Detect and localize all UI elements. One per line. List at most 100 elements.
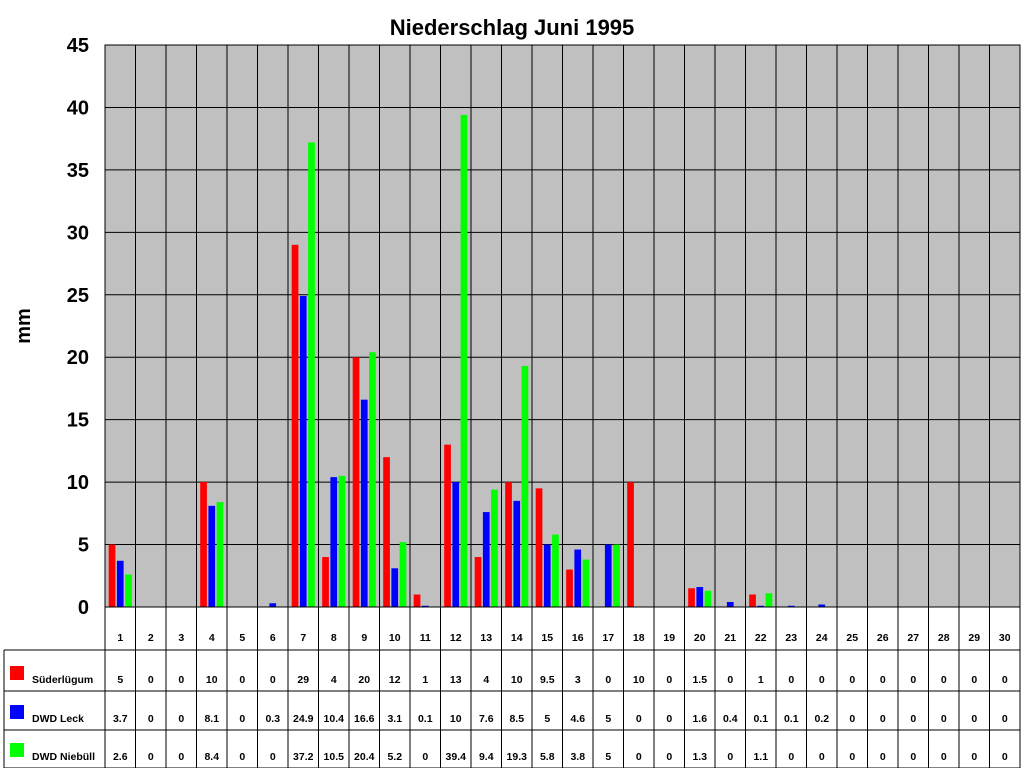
data-label: 0 <box>178 751 184 763</box>
bar <box>582 559 590 607</box>
data-label: 2.6 <box>113 751 128 763</box>
data-label: 0 <box>239 713 245 725</box>
bar <box>200 482 207 607</box>
data-label: 12 <box>389 674 401 686</box>
bar <box>269 603 277 607</box>
bar <box>505 482 512 607</box>
x-tick-label: 17 <box>602 632 614 644</box>
bar <box>216 502 224 607</box>
chart-title: Niederschlag Juni 1995 <box>390 15 635 40</box>
legend-swatch <box>10 666 24 680</box>
bar <box>460 114 468 607</box>
x-tick-label: 23 <box>785 632 797 644</box>
data-label: 10 <box>206 674 218 686</box>
bar <box>627 482 634 607</box>
x-tick-label: 26 <box>877 632 889 644</box>
data-label: 0 <box>880 674 886 686</box>
bar <box>749 594 756 607</box>
x-tick-label: 5 <box>239 632 245 644</box>
data-label: 0 <box>666 713 672 725</box>
y-tick-label: 45 <box>67 35 89 57</box>
data-label: 10.5 <box>324 751 345 763</box>
bar <box>399 542 407 607</box>
data-label: 0 <box>148 674 154 686</box>
legend-swatch <box>10 705 24 719</box>
x-tick-label: 4 <box>209 632 215 644</box>
data-label: 5.8 <box>540 751 555 763</box>
data-label: 8.4 <box>204 751 219 763</box>
data-label: 0 <box>849 751 855 763</box>
y-tick-label: 10 <box>67 472 89 494</box>
y-tick-label: 35 <box>67 160 89 182</box>
x-tick-label: 24 <box>816 632 828 644</box>
data-label: 4 <box>331 674 337 686</box>
data-label: 1.5 <box>692 674 707 686</box>
data-label: 0 <box>849 713 855 725</box>
bar <box>604 544 612 607</box>
bar <box>116 560 124 607</box>
data-label: 3.1 <box>387 713 402 725</box>
data-label: 0 <box>1002 713 1008 725</box>
data-label: 19.3 <box>507 751 528 763</box>
bar <box>757 605 765 607</box>
data-label: 0 <box>819 674 825 686</box>
legend-label: DWD Leck <box>32 713 84 725</box>
bar <box>391 568 399 607</box>
x-tick-label: 19 <box>663 632 675 644</box>
bar <box>383 457 390 607</box>
data-label: 0 <box>636 751 642 763</box>
bar <box>787 605 795 607</box>
bar <box>704 590 712 607</box>
y-tick-label: 5 <box>78 535 89 557</box>
bar <box>360 399 368 607</box>
legend-label: Süderlügum <box>32 674 93 686</box>
data-label: 0 <box>971 674 977 686</box>
bar <box>818 604 826 607</box>
bar <box>613 544 620 607</box>
data-label: 0 <box>941 674 947 686</box>
data-label: 0 <box>727 674 733 686</box>
x-tick-label: 25 <box>846 632 858 644</box>
data-label: 5 <box>605 751 611 763</box>
data-label: 0 <box>239 751 245 763</box>
data-label: 5 <box>544 713 550 725</box>
data-label: 0 <box>270 751 276 763</box>
data-label: 0.3 <box>265 713 280 725</box>
x-tick-label: 16 <box>572 632 584 644</box>
data-label: 0 <box>910 674 916 686</box>
data-label: 0 <box>178 674 184 686</box>
data-label: 0 <box>270 674 276 686</box>
data-label: 1.3 <box>692 751 707 763</box>
y-axis-label: mm <box>13 308 35 344</box>
data-label: 0 <box>788 674 794 686</box>
data-label: 10 <box>450 713 462 725</box>
data-label: 0 <box>788 751 794 763</box>
data-table: 1 2 3 4 5 6 7 8 9 10 11 12 13 14 15 16 17 18 19 20 21 22 23 24 2… <box>3 606 1021 768</box>
x-tick-label: 1 <box>117 632 123 644</box>
bar <box>208 505 216 607</box>
data-label: 5.2 <box>387 751 402 763</box>
data-label: 9.4 <box>479 751 494 763</box>
data-label: 13 <box>450 674 462 686</box>
data-label: 0.1 <box>753 713 768 725</box>
data-label: 10 <box>633 674 645 686</box>
x-tick-label: 30 <box>999 632 1011 644</box>
data-label: 4 <box>483 674 489 686</box>
data-label: 10.4 <box>324 713 345 725</box>
y-tick-label: 30 <box>67 222 89 244</box>
x-tick-label: 15 <box>541 632 553 644</box>
data-label: 1 <box>422 674 428 686</box>
bar <box>491 489 498 607</box>
legend-label: DWD Niebüll <box>32 751 95 763</box>
x-tick-label: 11 <box>420 632 431 644</box>
data-label: 0 <box>1002 674 1008 686</box>
bar <box>322 557 329 607</box>
x-tick-label: 12 <box>450 632 462 644</box>
bar <box>444 444 451 607</box>
data-label: 0.2 <box>814 713 829 725</box>
x-tick-label: 27 <box>907 632 919 644</box>
bar <box>552 534 559 607</box>
y-tick-label: 20 <box>67 347 89 369</box>
x-tick-label: 7 <box>300 632 306 644</box>
